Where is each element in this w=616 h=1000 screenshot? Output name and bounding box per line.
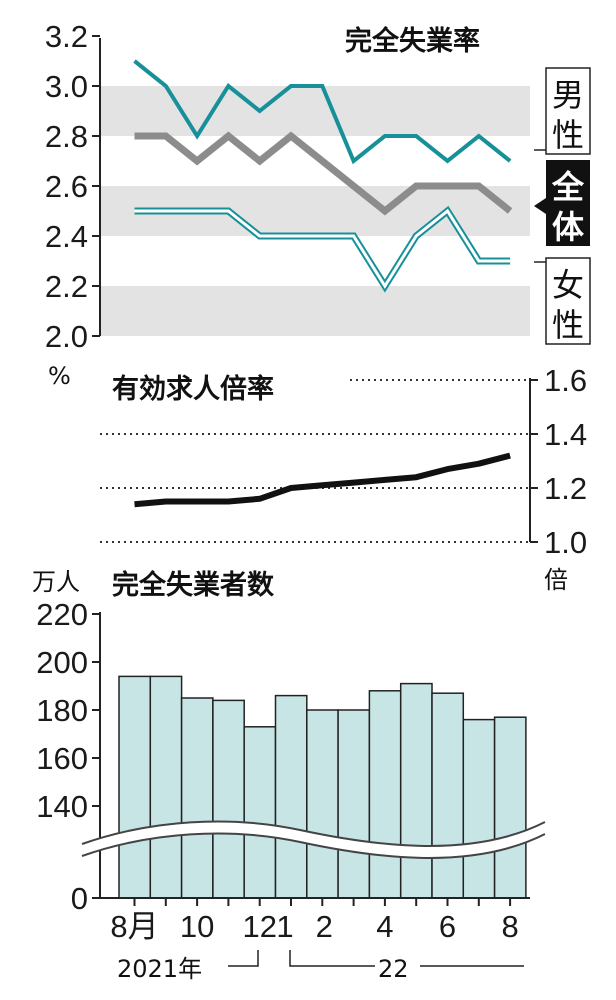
x-tick-label: 10: [180, 909, 214, 944]
x-tick-label: 8: [501, 909, 518, 944]
grid-band: [100, 86, 530, 136]
x-tick-label: 12: [242, 909, 276, 944]
y-tick-label: 1.6: [544, 363, 587, 398]
legend-total: 全体: [534, 160, 590, 246]
y-tick-label: 2.0: [45, 319, 88, 354]
break-line-lower: [81, 832, 546, 859]
y-tick-label: 200: [36, 645, 88, 680]
month-axis: 8月 10 12 1 2 4 6 8 2021年 22: [100, 897, 530, 983]
year-bracket-2021: [228, 950, 259, 967]
y-tick-label: 2.6: [45, 169, 88, 204]
year-bracket-2022-left: [289, 950, 375, 967]
x-tick-label: 4: [376, 909, 393, 944]
x-tick-label: 2: [316, 909, 333, 944]
legend-label: 男性: [552, 76, 584, 154]
break-fill: [82, 821, 545, 859]
x-tick-label: 8月: [110, 909, 158, 944]
bar: [368, 690, 402, 899]
bar: [243, 726, 277, 899]
legend-male: 男性: [534, 67, 591, 155]
bar: [274, 694, 308, 899]
bar: [431, 692, 465, 899]
legend-box: [546, 160, 590, 246]
job-offers-ratio-unit: 倍: [544, 566, 568, 594]
legend-box: [545, 67, 591, 155]
bar: [180, 697, 214, 899]
y-tick-label: 220: [36, 597, 88, 632]
job-offers-ratio-panel: 1.6 1.4 1.2 1.0 倍 有効求人倍率: [100, 363, 587, 594]
y-tick-label: 2.2: [45, 269, 88, 304]
y-tick-label: 2.4: [45, 219, 88, 254]
unemployed-persons-unit: 万人: [32, 568, 80, 596]
series-total-line: [134, 131, 513, 216]
y-tick-label: 2.8: [45, 119, 88, 154]
y-tick-label: 180: [36, 693, 88, 728]
series-male-line: [133, 59, 512, 165]
grid-band: [100, 286, 530, 336]
unemployed-persons-title: 完全失業者数: [112, 569, 275, 601]
year-label-2022: 22: [378, 955, 409, 983]
y-tick-label: 160: [36, 741, 88, 776]
bar: [399, 682, 433, 899]
y-tick-label: 3.2: [45, 19, 88, 54]
legend-pointer: [534, 198, 546, 214]
bar: [306, 709, 339, 899]
legend-female: 女性: [534, 257, 591, 345]
y-tick-label: 3.0: [45, 69, 88, 104]
x-tick-label: 6: [439, 909, 456, 944]
y-tick-label: 140: [36, 789, 88, 824]
series-female-line: [134, 208, 511, 289]
axis-break-wave: [81, 820, 546, 859]
unemployment-rate-title: 完全失業率: [345, 25, 480, 57]
y-tick-label: 1.0: [544, 525, 587, 560]
legend-box: [545, 257, 591, 345]
bar: [493, 716, 527, 899]
bar: [118, 675, 152, 899]
bar: [212, 699, 245, 899]
job-offers-ratio-title: 有効求人倍率: [112, 373, 274, 405]
y-tick-label: 1.2: [544, 471, 587, 506]
y-tick-label: 0: [71, 881, 88, 916]
legend-label: 女性: [552, 266, 584, 344]
series-job-offers-ratio-line: [134, 452, 511, 508]
year-label-2021: 2021年: [117, 955, 202, 983]
break-line-upper: [81, 820, 546, 847]
x-tick-label: 1: [276, 909, 293, 944]
bar: [337, 709, 371, 899]
bar: [149, 675, 183, 899]
unemployed-persons-panel: 万人 完全失業者数 220 200 180 160 140 0: [32, 568, 546, 916]
legend-label: 全体: [551, 168, 585, 246]
unemployment-rate-unit: %: [48, 362, 71, 390]
bar: [462, 718, 496, 899]
y-tick-label: 1.4: [544, 417, 587, 452]
